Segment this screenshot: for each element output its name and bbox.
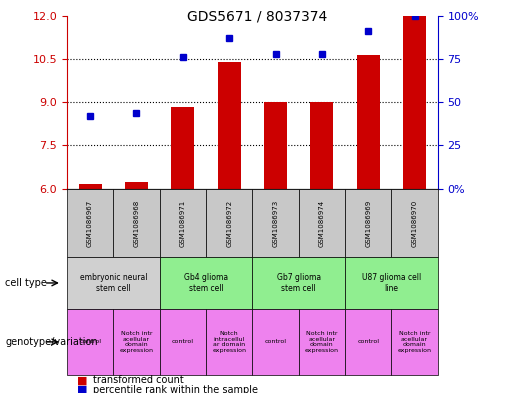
Text: cell type: cell type xyxy=(5,278,47,288)
Bar xyxy=(264,102,287,189)
Text: control: control xyxy=(265,340,286,344)
Bar xyxy=(217,62,241,189)
Text: Gb4 glioma
stem cell: Gb4 glioma stem cell xyxy=(184,273,228,293)
Text: GSM1086970: GSM1086970 xyxy=(411,199,418,247)
Text: GSM1086974: GSM1086974 xyxy=(319,200,325,246)
Text: control: control xyxy=(172,340,194,344)
Text: Notch
intracellul
ar domain
expression: Notch intracellul ar domain expression xyxy=(212,331,246,353)
Text: Notch intr
acellular
domain
expression: Notch intr acellular domain expression xyxy=(398,331,432,353)
Text: GSM1086968: GSM1086968 xyxy=(133,199,140,247)
Text: control: control xyxy=(357,340,379,344)
Text: GSM1086971: GSM1086971 xyxy=(180,199,186,247)
Text: GSM1086972: GSM1086972 xyxy=(226,200,232,246)
Text: percentile rank within the sample: percentile rank within the sample xyxy=(93,385,258,393)
Bar xyxy=(356,55,380,189)
Text: ■: ■ xyxy=(77,385,88,393)
Text: U87 glioma cell
line: U87 glioma cell line xyxy=(362,273,421,293)
Text: GSM1086973: GSM1086973 xyxy=(272,199,279,247)
Text: ■: ■ xyxy=(77,375,88,386)
Bar xyxy=(125,182,148,189)
Bar xyxy=(171,107,195,189)
Text: control: control xyxy=(79,340,101,344)
Text: transformed count: transformed count xyxy=(93,375,183,386)
Bar xyxy=(403,16,426,189)
Bar xyxy=(78,184,101,189)
Text: GDS5671 / 8037374: GDS5671 / 8037374 xyxy=(187,10,328,24)
Text: genotype/variation: genotype/variation xyxy=(5,337,98,347)
Text: embryonic neural
stem cell: embryonic neural stem cell xyxy=(79,273,147,293)
Text: Notch intr
acellular
domain
expression: Notch intr acellular domain expression xyxy=(305,331,339,353)
Bar xyxy=(310,102,334,189)
Text: GSM1086967: GSM1086967 xyxy=(87,199,93,247)
Text: GSM1086969: GSM1086969 xyxy=(365,199,371,247)
Text: Gb7 glioma
stem cell: Gb7 glioma stem cell xyxy=(277,273,321,293)
Text: Notch intr
acellular
domain
expression: Notch intr acellular domain expression xyxy=(119,331,153,353)
